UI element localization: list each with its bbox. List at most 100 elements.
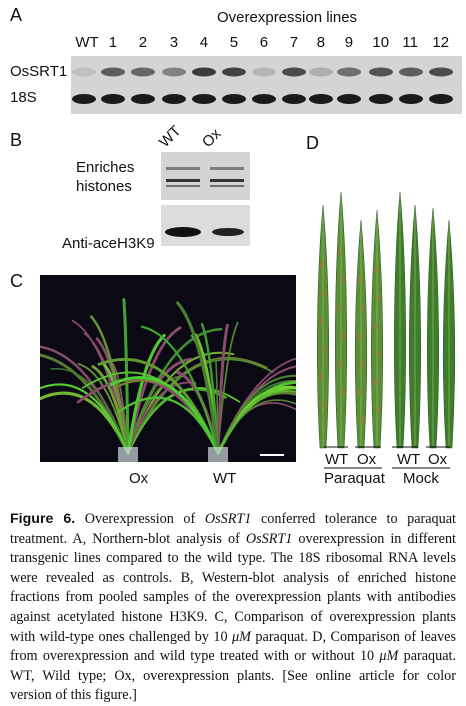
ossrt1-band bbox=[309, 67, 333, 77]
lane-label-ox-rotated: Ox bbox=[198, 125, 225, 151]
plant-label-ox: Ox bbox=[129, 470, 149, 487]
lesion-spot bbox=[337, 304, 342, 312]
lesion-spot bbox=[340, 276, 345, 284]
lane-label: 9 bbox=[344, 34, 354, 51]
lane-label: 7 bbox=[289, 34, 299, 51]
lesion-spot bbox=[340, 332, 345, 340]
lane-label: WT bbox=[75, 34, 99, 51]
lesion-spot bbox=[360, 304, 365, 312]
lane-label: 6 bbox=[259, 34, 269, 51]
rice-plants-photo bbox=[40, 275, 296, 462]
caption-unit: μM bbox=[232, 628, 251, 645]
lesion-spot bbox=[322, 345, 327, 353]
leaves-drawing bbox=[316, 191, 456, 449]
caption-text: conferred tolerance to paraquat treatmen… bbox=[10, 511, 456, 547]
rice-leaf bbox=[89, 315, 130, 455]
ossrt1-band bbox=[369, 67, 393, 77]
lesion-spot bbox=[376, 350, 381, 358]
lesion-spot bbox=[322, 401, 327, 409]
rice-leaf bbox=[216, 390, 296, 455]
histones-label: histones bbox=[76, 178, 132, 195]
rice-leaf bbox=[122, 297, 130, 455]
lane-label: 12 bbox=[432, 34, 450, 51]
rrna-18s-band bbox=[252, 94, 276, 104]
lane-label-wt-rotated: WT bbox=[155, 122, 185, 151]
rrna-18s-row-label: 18S bbox=[10, 89, 37, 106]
lesion-spot bbox=[340, 388, 345, 396]
enriches-label: Enriches bbox=[76, 159, 135, 176]
lane-label: 10 bbox=[372, 34, 390, 51]
lesion-spot bbox=[373, 322, 378, 330]
lesion-spot bbox=[337, 360, 342, 368]
leaves-photo bbox=[308, 180, 458, 450]
ossrt1-row-label: OsSRT1 bbox=[10, 63, 68, 80]
rice-leaf bbox=[217, 374, 296, 454]
caption-text: paraquat. D, Comparison of leaves from o… bbox=[10, 628, 456, 665]
ossrt1-band bbox=[131, 67, 155, 77]
lesion-spot bbox=[360, 360, 365, 368]
rice-leaf bbox=[50, 368, 129, 454]
caption-gene: OsSRT1 bbox=[245, 530, 293, 547]
lesion-spot bbox=[319, 317, 324, 325]
caption-title: Figure 6. bbox=[10, 511, 76, 527]
lane-label: 2 bbox=[138, 34, 148, 51]
ossrt1-band bbox=[162, 67, 186, 77]
caption-gene: OsSRT1 bbox=[204, 511, 252, 527]
ossrt1-band bbox=[101, 67, 125, 77]
rice-plants-drawing bbox=[40, 297, 296, 462]
pot bbox=[208, 447, 228, 462]
lesion-spot bbox=[376, 406, 381, 414]
rrna-18s-band bbox=[399, 94, 423, 104]
leaf-label-wt-paraquat: WT bbox=[325, 451, 349, 468]
ossrt1-band bbox=[429, 67, 453, 77]
lesion-spot bbox=[373, 266, 378, 274]
lesion-spot bbox=[376, 294, 381, 302]
caption-text: overexpression in different transgenic l… bbox=[10, 530, 456, 645]
lesion-spot bbox=[319, 261, 324, 269]
plant-label-wt: WT bbox=[213, 470, 237, 487]
pot bbox=[118, 447, 138, 462]
caption-text: Overexpression of bbox=[75, 511, 205, 527]
blot-bands bbox=[72, 94, 453, 104]
lane-labels: WT 1 2 3 4 5 6 7 8 9 10 11 12 bbox=[0, 34, 466, 54]
lane-label: 8 bbox=[316, 34, 326, 51]
northern-blot-18s bbox=[71, 86, 462, 114]
rice-leaf bbox=[216, 323, 229, 455]
rrna-18s-band bbox=[369, 94, 393, 104]
anti-aceh3k9-label: Anti-aceH3K9 bbox=[62, 235, 155, 252]
western-blot-aceh3k9 bbox=[161, 205, 250, 246]
rice-leaf bbox=[127, 374, 186, 454]
blot-bands bbox=[72, 67, 453, 77]
rrna-18s-band bbox=[192, 94, 216, 104]
northern-blot-ossrt1 bbox=[71, 56, 462, 86]
ossrt1-band bbox=[72, 67, 96, 77]
rrna-18s-band bbox=[337, 94, 361, 104]
lesion-spot bbox=[337, 248, 342, 256]
leaf-label-ox-paraquat: Ox bbox=[357, 451, 377, 468]
western-blot-histones bbox=[161, 152, 250, 200]
lane-label: 3 bbox=[169, 34, 179, 51]
lane-label: 11 bbox=[402, 34, 418, 51]
group-label-paraquat: Paraquat bbox=[324, 470, 385, 487]
ossrt1-band bbox=[252, 67, 276, 77]
leaf-label-ox-mock: Ox bbox=[428, 451, 448, 468]
rice-leaf bbox=[176, 301, 220, 455]
panel-d-letter: D bbox=[306, 133, 319, 153]
ossrt1-band bbox=[399, 67, 423, 77]
rrna-18s-band bbox=[72, 94, 96, 104]
rrna-18s-band bbox=[429, 94, 453, 104]
lesion-spot bbox=[357, 276, 362, 284]
caption-unit: μM bbox=[379, 648, 399, 665]
rice-leaf bbox=[140, 325, 220, 455]
panel-d-brackets bbox=[324, 446, 450, 469]
ossrt1-band bbox=[282, 67, 306, 77]
lesion-spot bbox=[357, 388, 362, 396]
leaf-label-wt-mock: WT bbox=[397, 451, 421, 468]
ossrt1-band bbox=[192, 67, 216, 77]
rrna-18s-band bbox=[131, 94, 155, 104]
lesion-spot bbox=[319, 373, 324, 381]
lesion-spot bbox=[360, 416, 365, 424]
histone-bands bbox=[166, 167, 244, 187]
rrna-18s-band bbox=[101, 94, 125, 104]
caption-text: paraquat. WT, Wild type; Ox, overexpress… bbox=[10, 648, 456, 704]
